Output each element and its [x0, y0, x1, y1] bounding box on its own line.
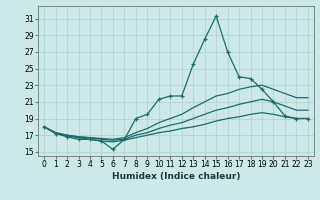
X-axis label: Humidex (Indice chaleur): Humidex (Indice chaleur) — [112, 172, 240, 181]
